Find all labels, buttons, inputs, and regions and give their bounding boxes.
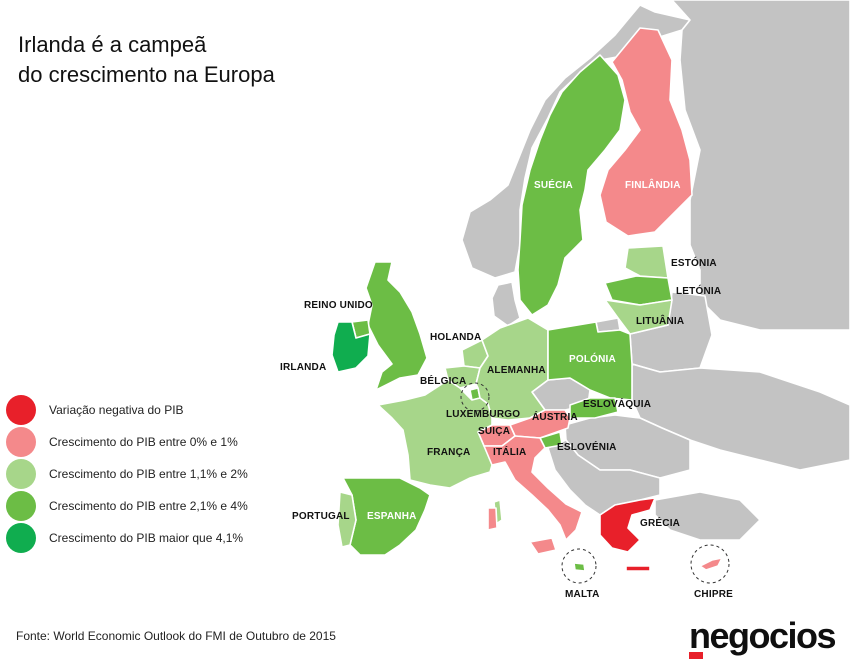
label-finlandia: FINLÂNDIA: [625, 178, 681, 191]
label-lituania: LITUÂNIA: [636, 314, 684, 327]
label-malta: MALTA: [565, 589, 600, 600]
country-finland: [599, 27, 693, 237]
country-sweden: [517, 54, 626, 316]
legend-label-4-plus: Crescimento do PIB maior que 4,1%: [49, 531, 244, 545]
source-note: Fonte: World Economic Outlook do FMI de …: [16, 629, 336, 643]
legend-swatch-4-plus: [6, 523, 36, 553]
label-portugal: PORTUGAL: [292, 511, 350, 522]
label-austria: ÁUSTRIA: [532, 410, 578, 423]
luxembourg-highlight-circle: [460, 382, 490, 412]
country-uk: [365, 261, 428, 391]
legend-label-2-4: Crescimento do PIB entre 2,1% e 4%: [49, 499, 248, 513]
country-sicily: [529, 537, 557, 555]
country-malta: [573, 562, 586, 572]
legend-swatch-1-2: [6, 459, 36, 489]
negocios-logo: negocios: [689, 615, 849, 659]
label-suica: SUIÇA: [478, 426, 510, 437]
label-chipre: CHIPRE: [694, 589, 733, 600]
label-franca: FRANÇA: [427, 447, 470, 458]
legend-swatch-2-4: [6, 491, 36, 521]
country-denmark: [491, 281, 521, 327]
country-lithuania: [604, 299, 673, 335]
country-sardinia: [487, 507, 498, 531]
country-poland: [547, 321, 633, 401]
country-balkans: [547, 439, 661, 516]
cyprus-inset-circle: [690, 544, 730, 584]
label-grecia: GRÉCIA: [640, 516, 680, 529]
label-eslovaquia: ESLOVÁQUIA: [583, 397, 651, 410]
legend-label-negative: Variação negativa do PIB: [49, 403, 184, 417]
country-russia-north: [671, 0, 850, 331]
country-greece: [599, 497, 656, 553]
legend-label-0-1: Crescimento do PIB entre 0% e 1%: [49, 435, 238, 449]
country-ireland: [331, 321, 371, 373]
country-portugal: [337, 491, 357, 548]
label-irlanda: IRLANDA: [280, 362, 326, 373]
label-eslovenia: ESLOVÉNIA: [557, 440, 617, 453]
logo-text: negocios: [689, 615, 837, 656]
label-letonia: LETÓNIA: [676, 284, 721, 297]
legend-label-1-2: Crescimento do PIB entre 1,1% e 2%: [49, 467, 248, 481]
country-germany: [475, 317, 549, 421]
label-espanha: ESPANHA: [367, 511, 417, 522]
title-line-2: do crescimento na Europa: [18, 62, 275, 87]
logo-red-bar: [689, 652, 703, 659]
label-reino-unido: REINO UNIDO: [304, 300, 373, 311]
label-italia: ITÁLIA: [493, 445, 526, 458]
legend-swatch-negative: [6, 395, 36, 425]
label-holanda: HOLANDA: [430, 332, 481, 343]
country-cyprus: [699, 557, 723, 571]
title-line-1: Irlanda é a campeã: [18, 32, 207, 57]
map-title: Irlanda é a campeã do crescimento na Eur…: [18, 30, 275, 90]
label-suecia: SUÉCIA: [534, 178, 573, 191]
label-polonia: POLÓNIA: [569, 352, 616, 365]
country-crete: [625, 565, 651, 572]
country-estonia: [624, 245, 669, 279]
label-luxemburgo: LUXEMBURGO: [446, 409, 520, 420]
label-alemanha: ALEMANHA: [487, 365, 546, 376]
country-italy: [483, 435, 583, 541]
legend-swatch-0-1: [6, 427, 36, 457]
label-estonia: ESTÓNIA: [671, 256, 717, 269]
country-turkey-west: [654, 491, 761, 541]
malta-inset-circle: [561, 548, 597, 584]
label-belgica: BÉLGICA: [420, 374, 466, 387]
